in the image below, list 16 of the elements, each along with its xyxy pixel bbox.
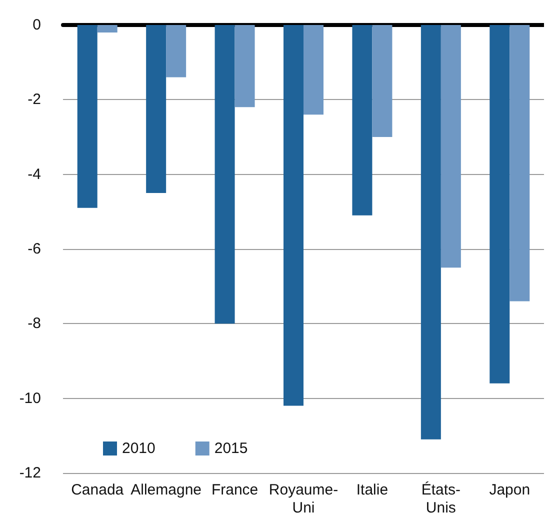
y-tick-label: -2: [28, 91, 41, 108]
x-tick-label: Japon: [489, 482, 530, 498]
x-tick-label: Italie: [356, 482, 388, 498]
y-tick-label: -8: [28, 315, 41, 332]
x-tick-label: Canada: [71, 482, 124, 498]
legend-label: 2010: [122, 440, 156, 457]
y-tick-label: 0: [32, 16, 41, 34]
legend-label: 2015: [214, 440, 248, 457]
x-tick-label: France: [211, 482, 258, 498]
x-tick-label: Royaume-Uni: [268, 482, 338, 516]
y-tick-label: -4: [28, 166, 41, 183]
y-tick-label: -10: [19, 390, 41, 407]
x-tick-label: États-Unis: [421, 480, 461, 516]
y-tick-label: -12: [19, 464, 41, 482]
x-tick-label: Allemagne: [130, 482, 202, 498]
y-tick-label: -6: [28, 240, 41, 258]
